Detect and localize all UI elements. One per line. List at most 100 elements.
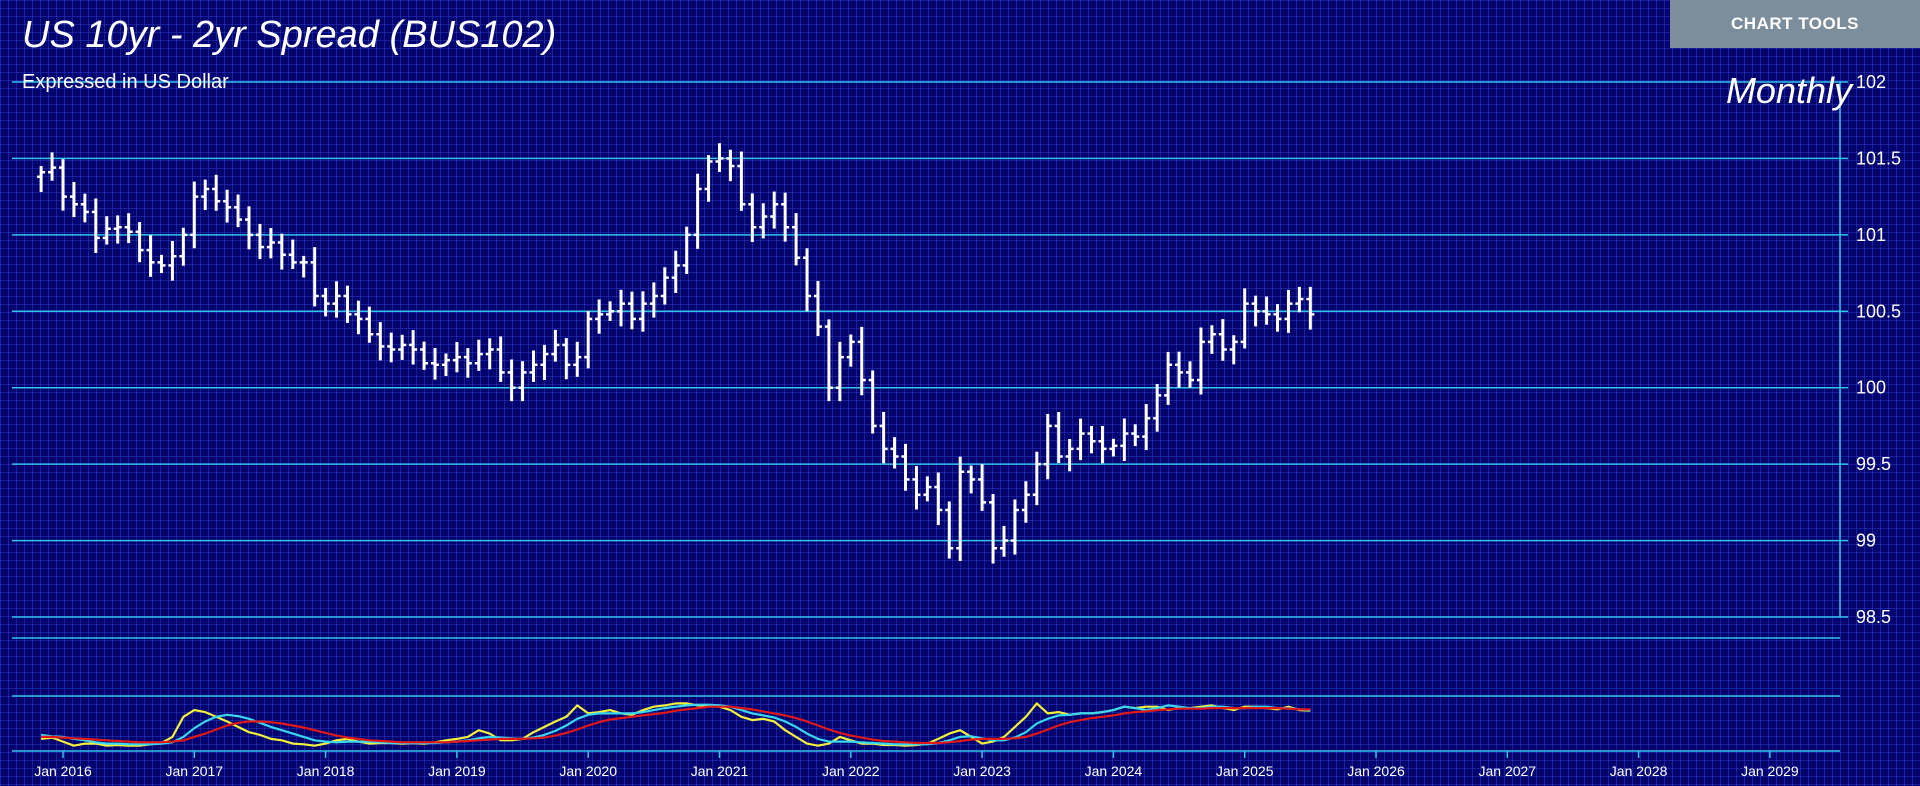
ohlc-bar: [1032, 451, 1041, 506]
y-tick-label-101.5: 101.5: [1856, 148, 1901, 168]
x-tick-label: Jan 2021: [691, 763, 749, 779]
ohlc-bar: [857, 326, 866, 396]
x-tick-label: Jan 2018: [297, 763, 355, 779]
y-tick-label-99: 99: [1856, 531, 1876, 551]
ohlc-bar: [146, 235, 155, 277]
ohlc-bar: [912, 466, 921, 510]
ohlc-bar: [1306, 286, 1315, 330]
ohlc-bar: [299, 255, 308, 278]
ohlc-bar: [91, 198, 100, 253]
ohlc-bar: [1284, 289, 1293, 333]
y-tick-label-102: 102: [1856, 72, 1886, 92]
ohlc-bar: [835, 341, 844, 402]
x-tick-label: Jan 2028: [1610, 763, 1668, 779]
ohlc-bar: [102, 216, 111, 245]
ohlc-bar: [37, 166, 46, 193]
ohlc-bars: [37, 143, 1315, 564]
ohlc-bar: [792, 213, 801, 266]
ohlc-bar: [310, 247, 319, 307]
ohlc-bar: [945, 501, 954, 559]
ohlc-bar: [1043, 414, 1052, 480]
ohlc-bar: [1251, 295, 1260, 327]
ohlc-bar: [518, 361, 527, 402]
ohlc-bar: [452, 342, 461, 373]
ohlc-bar: [726, 149, 735, 182]
x-tick-label: Jan 2017: [165, 763, 223, 779]
ohlc-bar: [376, 322, 385, 361]
ohlc-bar: [649, 282, 658, 318]
ohlc-bar: [627, 291, 636, 330]
ohlc-bar: [715, 143, 724, 172]
ohlc-bar: [168, 240, 177, 281]
ohlc-bar: [48, 152, 57, 181]
ohlc-bar: [1262, 296, 1271, 325]
ohlc-bar: [496, 336, 505, 382]
ohlc-bar: [1054, 411, 1063, 464]
ohlc-bar: [441, 353, 450, 377]
ohlc-bar: [989, 494, 998, 564]
ohlc-bar: [978, 464, 987, 511]
ohlc-bar: [923, 476, 932, 502]
indicator-line-2: [40, 703, 1311, 746]
ohlc-bar: [1109, 438, 1118, 457]
ohlc-bar: [890, 437, 899, 469]
ohlc-bar: [759, 203, 768, 239]
ohlc-bar: [704, 155, 713, 202]
ohlc-bar: [967, 465, 976, 494]
grid-lines: [12, 81, 1840, 639]
ohlc-bar: [1207, 325, 1216, 354]
x-tick-label: Jan 2026: [1347, 763, 1405, 779]
ohlc-bar: [1218, 319, 1227, 361]
ohlc-bar: [343, 285, 352, 323]
ohlc-bar: [179, 227, 188, 266]
ohlc-bar: [1120, 418, 1129, 462]
x-axis: Jan 2016 Jan 2017 Jan 2018 Jan 2019 Jan 2020…: [34, 751, 1799, 779]
ohlc-bar: [934, 472, 943, 526]
ohlc-bar: [124, 213, 133, 244]
ohlc-bar: [234, 194, 243, 228]
ohlc-bar: [879, 411, 888, 464]
chart-tools-button[interactable]: CHART TOOLS: [1670, 0, 1920, 48]
ohlc-bar: [266, 228, 275, 259]
ohlc-bar: [507, 359, 516, 402]
ohlc-bar: [748, 193, 757, 243]
x-tick-label: Jan 2023: [953, 763, 1011, 779]
y-tick-label-101: 101: [1856, 225, 1886, 245]
ohlc-bar: [529, 350, 538, 382]
ohlc-bar: [1131, 424, 1140, 447]
ohlc-bar: [474, 339, 483, 371]
ohlc-bar: [584, 311, 593, 369]
ohlc-bar: [781, 192, 790, 242]
ohlc-bar: [1164, 351, 1173, 405]
ohlc-bar: [59, 159, 67, 211]
x-tick-label: Jan 2029: [1741, 763, 1799, 779]
y-tick-label-100.5: 100.5: [1856, 301, 1901, 321]
ohlc-bar: [660, 267, 669, 305]
x-tick-label: Jan 2022: [822, 763, 880, 779]
x-tick-label: Jan 2024: [1085, 763, 1143, 779]
indicator-panel: [12, 695, 1840, 752]
ohlc-bar: [409, 330, 418, 365]
ohlc-bar: [1076, 418, 1085, 461]
ohlc-bar: [1185, 361, 1194, 388]
ohlc-bar: [901, 443, 910, 491]
x-tick-label: Jan 2019: [428, 763, 486, 779]
indicator-line-3: [41, 705, 1311, 745]
period-label: Monthly: [1725, 70, 1852, 111]
ohlc-bar: [1021, 481, 1030, 523]
ohlc-bar: [595, 299, 604, 334]
ohlc-bar: [69, 182, 78, 218]
ohlc-bar: [956, 456, 965, 562]
ohlc-bar: [212, 174, 221, 211]
ohlc-bar: [846, 334, 855, 367]
ohlc-bar: [1153, 383, 1162, 432]
ohlc-bar: [638, 291, 647, 332]
ohlc-bar: [824, 319, 833, 402]
ohlc-bar: [803, 248, 812, 312]
ohlc-bar: [321, 287, 330, 317]
chart-title: US 10yr - 2yr Spread (BUS102): [22, 14, 557, 56]
ohlc-bar: [770, 191, 779, 229]
chart-subtitle: Expressed in US Dollar: [22, 71, 229, 93]
ohlc-bar: [1087, 425, 1096, 454]
